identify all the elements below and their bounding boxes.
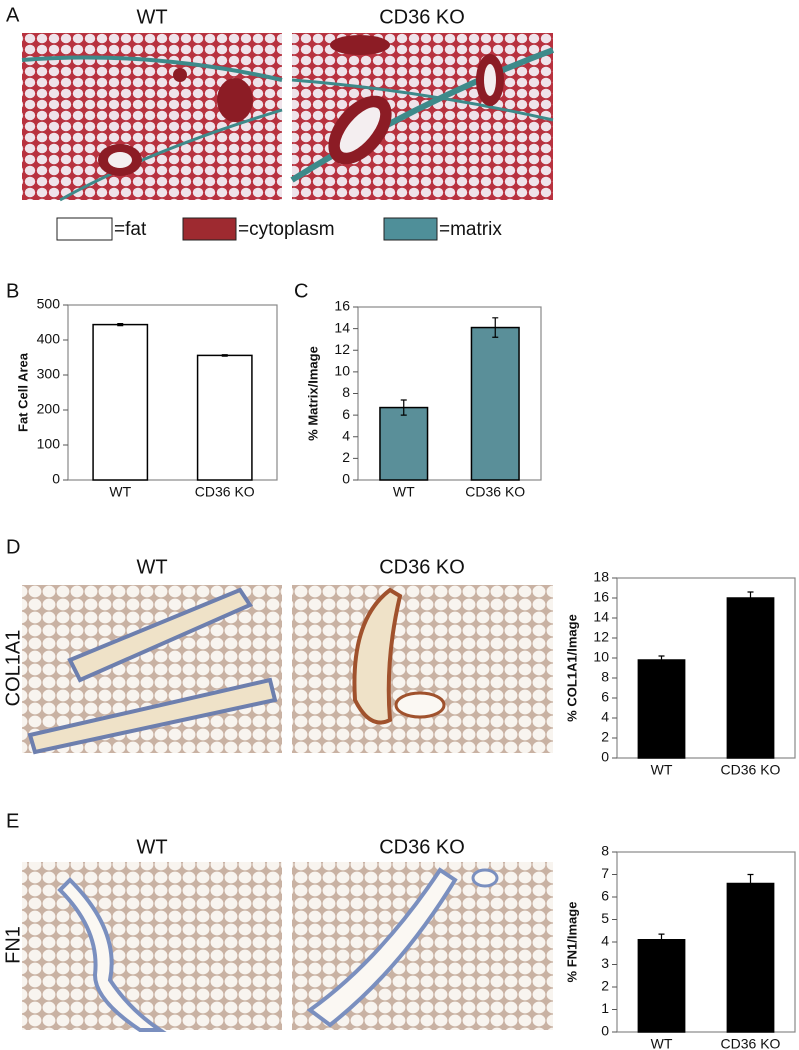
x-tick-label: CD36 KO [465, 484, 525, 500]
micrograph [290, 33, 555, 200]
y-tick-label: 16 [334, 298, 350, 314]
column-title: WT [136, 556, 167, 578]
stain-label: FN1 [2, 926, 24, 964]
legend-swatch [182, 217, 237, 241]
bar [196, 354, 253, 481]
y-tick-label: 0 [52, 471, 60, 487]
error-bar [658, 655, 665, 665]
y-tick-label: 400 [37, 331, 61, 347]
y-tick-label: 4 [342, 427, 350, 443]
panel-label: A [6, 4, 20, 26]
y-tick-label: 4 [601, 709, 609, 725]
error-bar [747, 591, 754, 605]
error-bar [747, 873, 754, 894]
micrograph [292, 862, 553, 1030]
x-tick-label: WT [393, 484, 415, 500]
panel-label: E [6, 810, 19, 832]
x-tick-label: CD36 KO [721, 762, 781, 778]
y-tick-label: 0 [342, 471, 350, 487]
bar [470, 326, 520, 481]
y-tick-label: 3 [601, 955, 609, 971]
y-tick-label: 12 [334, 341, 350, 357]
legend-label: =fat [114, 219, 147, 240]
plot-frame [67, 304, 278, 481]
bar [726, 597, 775, 759]
y-tick-label: 8 [342, 384, 350, 400]
bar [92, 323, 149, 481]
y-tick-label: 2 [601, 978, 609, 994]
y-tick-label: 16 [593, 589, 609, 605]
legend-label: =cytoplasm [238, 219, 335, 240]
x-tick-label: WT [651, 1036, 673, 1050]
y-tick-label: 14 [593, 609, 609, 625]
bar [379, 406, 429, 481]
column-title: CD36 KO [379, 6, 465, 28]
y-tick-label: 2 [601, 729, 609, 745]
y-tick-label: 5 [601, 910, 609, 926]
plot-frame [616, 577, 796, 759]
error-bar [117, 322, 124, 327]
y-tick-label: 1 [601, 1000, 609, 1016]
column-title: WT [136, 6, 167, 28]
x-tick-label: CD36 KO [195, 484, 255, 500]
error-bar [492, 317, 499, 338]
micrograph [22, 585, 282, 755]
x-tick-label: WT [651, 762, 673, 778]
micrograph [21, 33, 283, 202]
micrograph [22, 862, 282, 1032]
y-tick-label: 12 [593, 629, 609, 645]
y-tick-label: 6 [342, 406, 350, 422]
y-tick-label: 7 [601, 865, 609, 881]
y-axis-label: % COL1A1/Image [564, 614, 579, 722]
y-axis-label: Fat Cell Area [15, 352, 30, 432]
y-tick-label: 0 [601, 1023, 609, 1039]
y-tick-label: 14 [334, 319, 350, 335]
y-tick-label: 0 [601, 749, 609, 765]
legend-swatch [383, 217, 438, 241]
error-bar [221, 354, 228, 357]
panel-label: B [6, 280, 19, 302]
bar [726, 882, 775, 1033]
stain-label: COL1A1 [2, 630, 24, 707]
y-tick-label: 8 [601, 843, 609, 859]
y-axis-label: % Matrix/Image [305, 346, 320, 441]
y-tick-label: 6 [601, 888, 609, 904]
legend-swatch [56, 217, 113, 241]
column-title: CD36 KO [379, 836, 465, 858]
legend-label: =matrix [439, 219, 502, 240]
y-tick-label: 10 [334, 363, 350, 379]
panel-label: D [6, 536, 20, 558]
panel-label: C [294, 280, 308, 302]
x-tick-label: WT [109, 484, 131, 500]
column-title: WT [136, 836, 167, 858]
y-tick-label: 4 [601, 933, 609, 949]
bar [637, 939, 686, 1033]
y-tick-label: 18 [593, 569, 609, 585]
x-tick-label: CD36 KO [721, 1036, 781, 1050]
bar [637, 659, 686, 759]
micrograph [292, 585, 553, 753]
y-axis-label: % FN1/Image [564, 902, 579, 983]
y-tick-label: 100 [37, 436, 61, 452]
error-bar [658, 933, 665, 946]
y-tick-label: 8 [601, 669, 609, 685]
y-tick-label: 500 [37, 296, 61, 312]
y-tick-label: 200 [37, 401, 61, 417]
column-title: CD36 KO [379, 556, 465, 578]
y-tick-label: 6 [601, 689, 609, 705]
y-tick-label: 2 [342, 449, 350, 465]
y-tick-label: 300 [37, 366, 61, 382]
y-tick-label: 10 [593, 649, 609, 665]
error-bar [400, 399, 407, 416]
